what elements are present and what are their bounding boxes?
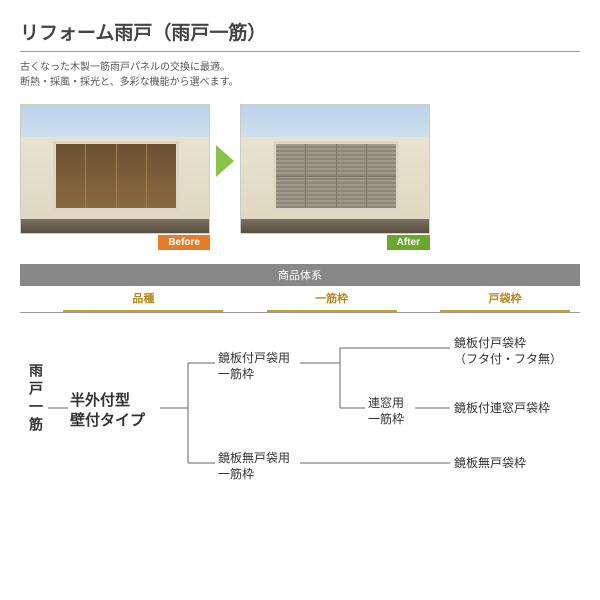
mid-node-2: 鏡板無戸袋用 一筋枠 <box>218 451 290 482</box>
after-badge: After <box>387 235 430 250</box>
root-node: 半外付型 壁付タイプ <box>70 391 145 430</box>
leaf-node-2: 鏡板付連窓戸袋枠 <box>454 401 550 417</box>
sub-node: 連窓用 一筋枠 <box>368 396 404 427</box>
col-header-3: 戸袋枠 <box>440 286 570 312</box>
vertical-label: 雨戸一筋 <box>26 363 46 435</box>
arrow-icon <box>216 145 234 177</box>
leaf-node-1: 鏡板付戸袋枠 （フタ付・フタ無） <box>454 336 562 367</box>
col-header-1: 品種 <box>63 286 223 312</box>
before-after-row: Before After <box>20 104 580 234</box>
leaf-node-3: 鏡板無戸袋枠 <box>454 456 526 472</box>
page-title: リフォーム雨戸（雨戸一筋） <box>20 18 580 52</box>
column-headers: 品種 一筋枠 戸袋枠 <box>20 286 580 313</box>
tree-diagram: 雨戸一筋 半外付型 壁付タイプ 鏡板付戸袋用 一筋枠 鏡板無戸袋用 一筋枠 連窓… <box>20 323 580 503</box>
before-badge: Before <box>158 235 210 250</box>
desc-line-2: 断熱・採風・採光と、多彩な機能から選べます。 <box>20 77 239 88</box>
col-header-2: 一筋枠 <box>267 286 397 312</box>
after-image: After <box>240 104 430 234</box>
mid-node-1: 鏡板付戸袋用 一筋枠 <box>218 351 290 382</box>
description: 古くなった木製一筋雨戸パネルの交換に最適。 断熱・採風・採光と、多彩な機能から選… <box>20 60 580 90</box>
system-header: 商品体系 <box>20 264 580 286</box>
before-image: Before <box>20 104 210 234</box>
desc-line-1: 古くなった木製一筋雨戸パネルの交換に最適。 <box>20 62 230 73</box>
